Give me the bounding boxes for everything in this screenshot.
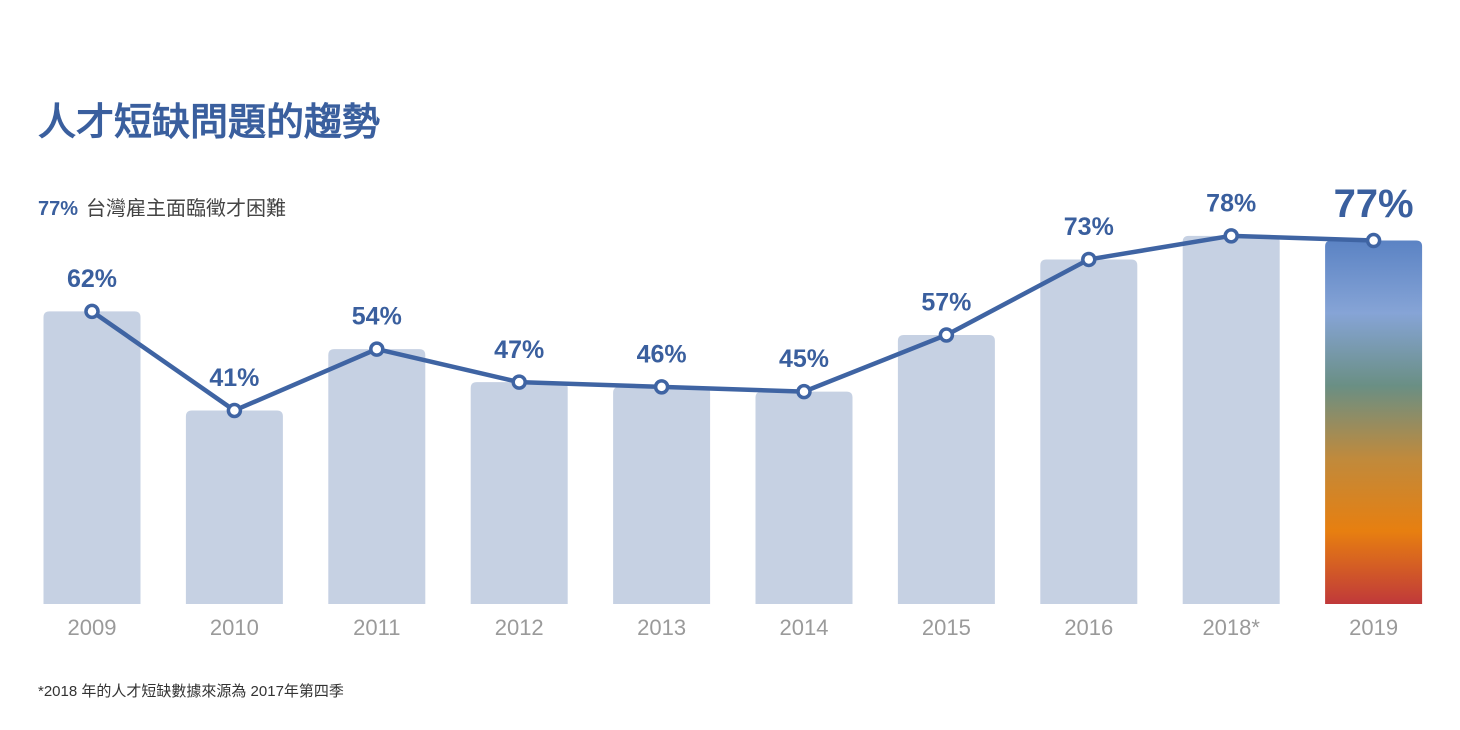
x-tick-label: 2019: [1349, 615, 1398, 640]
bar: [1325, 240, 1423, 604]
value-label: 73%: [1064, 213, 1114, 241]
value-label: 54%: [352, 303, 402, 331]
line-marker: [1223, 228, 1239, 244]
line-marker: [226, 402, 243, 419]
line-marker: [653, 379, 670, 395]
footnote: *2018 年的人才短缺數據來源為 2017年第四季: [38, 682, 344, 700]
line-marker: [938, 327, 955, 343]
subtitle-text: 台灣雇主面臨徵才困難: [86, 197, 286, 220]
bar: [1040, 259, 1138, 604]
trend-line: [90, 233, 1374, 413]
x-tick-label: 2011: [353, 615, 400, 640]
value-label: 46%: [637, 340, 687, 368]
bar: [613, 386, 711, 604]
bar: [755, 391, 853, 604]
value-label: 57%: [921, 289, 971, 317]
x-tick-label: 2016: [1064, 615, 1113, 640]
line-marker: [511, 374, 527, 390]
chart-title: 人才短缺問題的趨勢: [38, 102, 380, 144]
x-tick-label: 2014: [780, 615, 829, 640]
bar: [185, 410, 283, 604]
value-label: 45%: [779, 345, 829, 373]
x-tick-label: 2015: [922, 615, 971, 640]
x-tick-label: 2010: [210, 615, 259, 640]
line-marker: [369, 341, 385, 357]
x-tick-label: 2018*: [1202, 615, 1260, 640]
bar: [1182, 235, 1280, 604]
value-label: 47%: [494, 336, 544, 364]
value-label: 78%: [1206, 189, 1256, 217]
line-marker: [84, 303, 100, 320]
x-tick-label: 2009: [68, 615, 117, 640]
subtitle-highlight: 77%: [38, 198, 78, 220]
line-marker: [1365, 232, 1382, 249]
value-label: 77%: [1334, 182, 1414, 226]
value-label: 41%: [209, 364, 259, 392]
bar: [328, 349, 426, 604]
bar: [897, 334, 995, 604]
chart-subtitle: 77% 台灣雇主面臨徵才困難: [38, 197, 286, 220]
line-marker: [1081, 251, 1097, 268]
bar: [470, 382, 568, 604]
x-tick-label: 2013: [637, 615, 686, 640]
x-tick-label: 2012: [495, 615, 544, 640]
line-marker: [796, 383, 812, 400]
value-label: 62%: [67, 265, 117, 293]
bar: [43, 311, 141, 604]
